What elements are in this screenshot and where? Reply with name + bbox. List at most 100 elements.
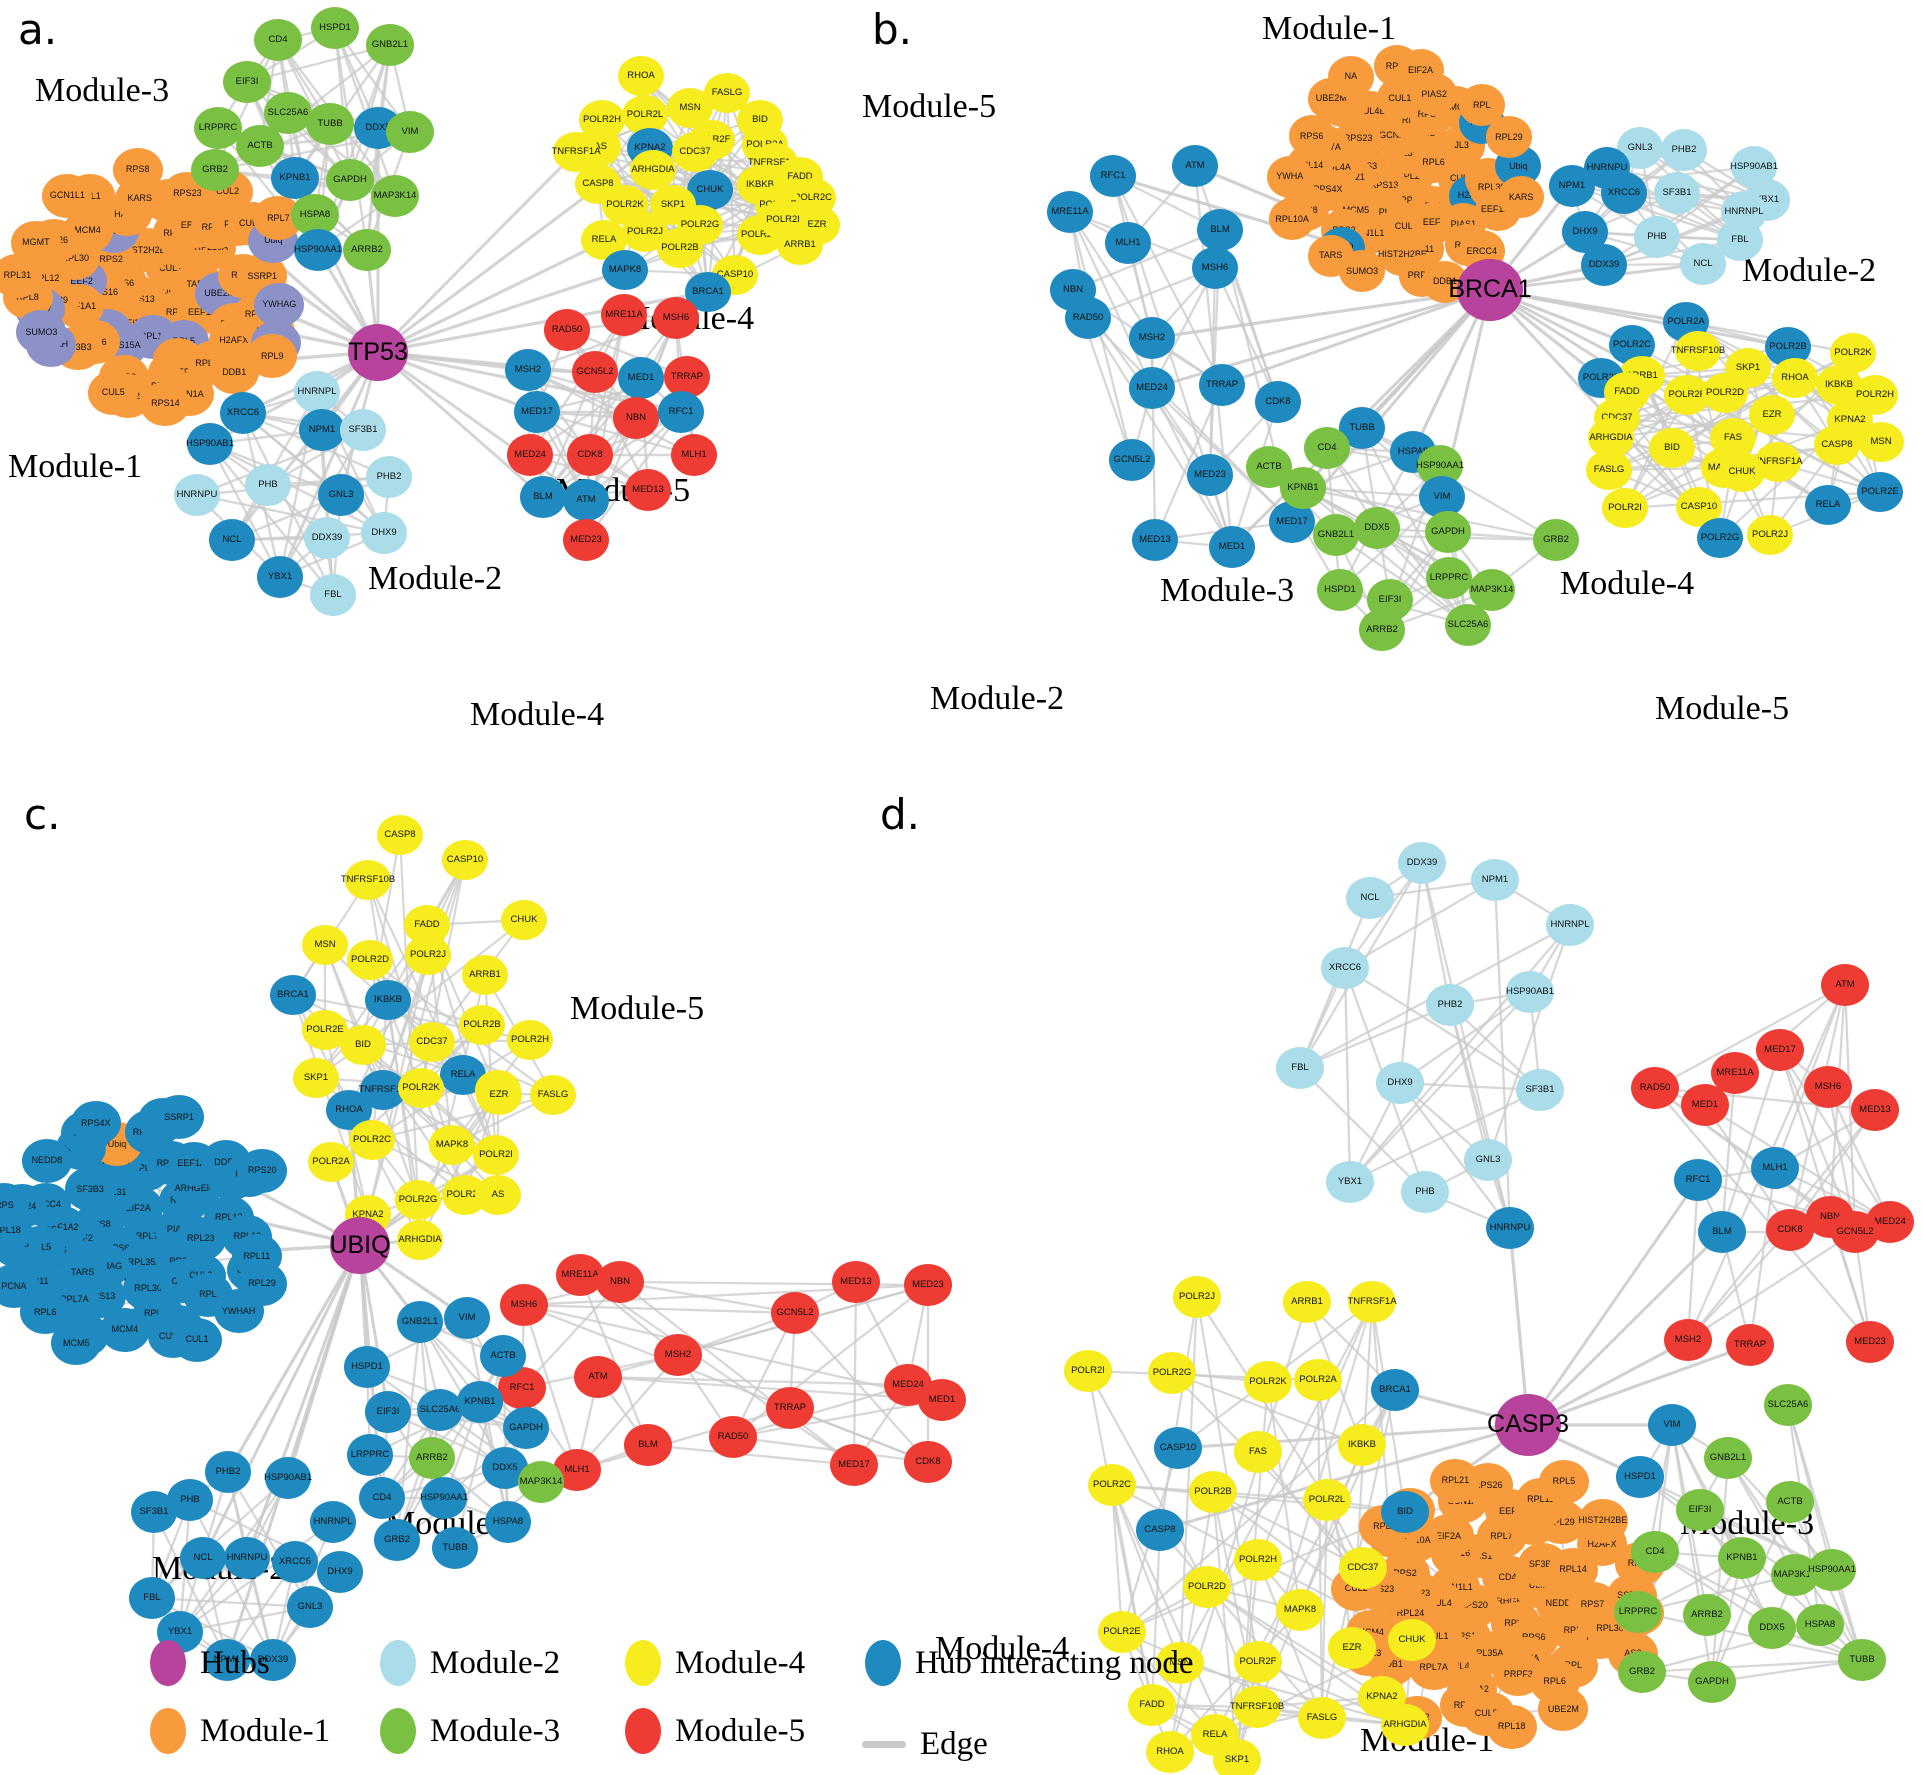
network-node-vim[interactable]: VIM <box>444 1297 490 1339</box>
network-node-kpnb1[interactable]: KPNB1 <box>1718 1537 1766 1579</box>
network-node-ezr[interactable]: EZR <box>476 1075 522 1115</box>
network-node-actb[interactable]: ACTB <box>236 125 284 167</box>
network-node-mlh1[interactable]: MLH1 <box>671 434 717 476</box>
network-node-med17[interactable]: MED17 <box>830 1444 878 1486</box>
network-node-gapdh[interactable]: GAPDH <box>1425 511 1471 553</box>
network-node-phb2[interactable]: PHB2 <box>1661 129 1707 171</box>
network-node-rad50[interactable]: RAD50 <box>544 309 590 351</box>
network-node-rpl29[interactable]: RPL29 <box>1485 116 1532 159</box>
network-node-brca1[interactable]: BRCA1 <box>270 975 316 1015</box>
hub-node-tp53[interactable]: TP53 <box>348 323 408 381</box>
network-node-xrcc6[interactable]: XRCC6 <box>220 392 266 434</box>
network-node-mre11a[interactable]: MRE11A <box>1047 191 1093 233</box>
network-node-med13[interactable]: MED13 <box>1851 1089 1899 1131</box>
network-node-med23[interactable]: MED23 <box>1187 454 1233 496</box>
network-node-ezr[interactable]: EZR <box>1749 395 1795 435</box>
network-node-sf3b1[interactable]: SF3B1 <box>131 1491 177 1533</box>
network-node-cdk8[interactable]: CDK8 <box>1255 381 1301 423</box>
network-node-tnfrsf1a[interactable]: TNFRSF1A <box>1347 1281 1397 1323</box>
network-node-cd4[interactable]: CD4 <box>359 1477 405 1519</box>
network-node-arrb2[interactable]: ARRB2 <box>343 229 391 271</box>
network-node-phb[interactable]: PHB <box>1401 1171 1449 1213</box>
network-node-polr2h[interactable]: POLR2H <box>507 1020 553 1060</box>
network-node-eif2a[interactable]: EIF2A <box>1397 49 1444 92</box>
hub-node-ubiq[interactable]: UBIQ <box>329 1216 391 1274</box>
network-node-polr2e[interactable]: POLR2E <box>1857 472 1903 512</box>
network-node-blm[interactable]: BLM <box>624 1424 672 1466</box>
network-node-hsp90aa1[interactable]: HSP90AA1 <box>1808 1549 1856 1591</box>
network-node-polr2a[interactable]: POLR2A <box>1294 1359 1342 1401</box>
network-node-gcn5l2[interactable]: GCN5L2 <box>1831 1211 1879 1253</box>
network-node-tnfrsf10b[interactable]: TNFRSF10B <box>1671 331 1725 371</box>
network-node-rad50[interactable]: RAD50 <box>1631 1067 1679 1109</box>
network-node-gnl3[interactable]: GNL3 <box>1464 1139 1512 1181</box>
network-node-sumo3[interactable]: SUMO3 <box>1339 250 1386 293</box>
network-node-gnb2l1[interactable]: GNB2L1 <box>1704 1437 1752 1479</box>
network-node-hspd1[interactable]: HSPD1 <box>311 7 359 49</box>
network-node-trrap[interactable]: TRRAP <box>1199 364 1245 406</box>
network-node-med13[interactable]: MED13 <box>832 1261 880 1303</box>
network-node-polr2d[interactable]: POLR2D <box>1183 1566 1231 1608</box>
network-node-polr2k[interactable]: POLR2K <box>1244 1361 1292 1403</box>
network-node-rps14[interactable]: RPS14 <box>140 381 191 426</box>
network-node-rpl10a[interactable]: RPL10A <box>1269 198 1316 241</box>
network-node-mlh1[interactable]: MLH1 <box>1751 1147 1799 1189</box>
network-node-phb2[interactable]: PHB2 <box>205 1451 251 1493</box>
hub-node-casp3[interactable]: CASP3 <box>1487 1393 1569 1457</box>
network-node-trrap[interactable]: TRRAP <box>1726 1324 1774 1366</box>
network-node-bid[interactable]: BID <box>340 1025 386 1065</box>
network-node-actb[interactable]: ACTB <box>480 1335 526 1377</box>
network-node-tubb[interactable]: TUBB <box>306 103 354 145</box>
network-node-polr2i[interactable]: POLR2I <box>1064 1350 1112 1392</box>
network-node-npm1[interactable]: NPM1 <box>1471 859 1519 901</box>
network-node-ddx39[interactable]: DDX39 <box>1581 244 1627 286</box>
network-node-polr2b[interactable]: POLR2B <box>657 228 703 268</box>
network-node-chuk[interactable]: CHUK <box>1388 1619 1436 1661</box>
network-node-polr2c[interactable]: POLR2C <box>349 1120 395 1160</box>
network-node-chuk[interactable]: CHUK <box>501 900 547 940</box>
network-node-map3k14[interactable]: MAP3K14 <box>518 1461 564 1503</box>
network-node-atm[interactable]: ATM <box>1172 145 1218 187</box>
network-node-hsp90ab1[interactable]: HSP90AB1 <box>264 1457 312 1499</box>
network-node-rps8[interactable]: RPS8 <box>112 147 163 192</box>
network-node-gcn5l2[interactable]: GCN5L2 <box>1109 439 1155 481</box>
network-node-polr2j[interactable]: POLR2J <box>1747 515 1793 555</box>
network-node-cdk8[interactable]: CDK8 <box>904 1441 952 1483</box>
network-node-polr2k[interactable]: POLR2K <box>398 1068 444 1108</box>
network-node-mlh1[interactable]: MLH1 <box>1105 222 1151 264</box>
network-node-rps4x[interactable]: RPS4X <box>70 1101 121 1146</box>
network-node-rpl5[interactable]: RPL5 <box>1538 1459 1589 1504</box>
network-node-polr2g[interactable]: POLR2G <box>1148 1352 1196 1394</box>
network-node-gapdh[interactable]: GAPDH <box>1688 1661 1736 1703</box>
network-node-med23[interactable]: MED23 <box>563 519 609 561</box>
network-node-cd4[interactable]: CD4 <box>1631 1531 1679 1573</box>
network-node-polr2d[interactable]: POLR2D <box>347 940 393 980</box>
network-node-med23[interactable]: MED23 <box>904 1264 952 1306</box>
network-node-grb2[interactable]: GRB2 <box>191 149 239 191</box>
network-node-hspd1[interactable]: HSPD1 <box>1317 569 1363 611</box>
network-node-faslg[interactable]: FASLG <box>530 1075 576 1115</box>
network-node-polr2h[interactable]: POLR2H <box>1234 1539 1282 1581</box>
network-node-blm[interactable]: BLM <box>520 476 566 518</box>
network-node-phb2[interactable]: PHB2 <box>1426 984 1474 1026</box>
network-node-msh6[interactable]: MSH6 <box>1192 247 1238 289</box>
network-node-slc25a6[interactable]: SLC25A6 <box>417 1389 463 1431</box>
network-node-dhx9[interactable]: DHX9 <box>317 1551 363 1593</box>
network-node-msh6[interactable]: MSH6 <box>653 297 699 339</box>
network-node-med1[interactable]: MED1 <box>1209 526 1255 568</box>
network-node-fas[interactable]: FAS <box>1234 1431 1282 1473</box>
network-node-blm[interactable]: BLM <box>1698 1211 1746 1253</box>
network-node-kpnb1[interactable]: KPNB1 <box>271 157 319 199</box>
network-node-ybx1[interactable]: YBX1 <box>1326 1161 1374 1203</box>
network-node-msh2[interactable]: MSH2 <box>505 349 551 391</box>
network-node-ybx1[interactable]: YBX1 <box>257 556 303 598</box>
network-node-arhgdia[interactable]: ARHGDIA <box>397 1220 443 1260</box>
network-node-polr2g[interactable]: POLR2G <box>395 1180 441 1220</box>
network-node-nbn[interactable]: NBN <box>596 1261 644 1303</box>
network-node-phb[interactable]: PHB <box>245 464 291 506</box>
network-node-dhx9[interactable]: DHX9 <box>361 512 407 554</box>
network-node-mapk8[interactable]: MAPK8 <box>429 1125 475 1165</box>
network-node-blm[interactable]: BLM <box>1197 209 1243 251</box>
network-node-gcn5l2[interactable]: GCN5L2 <box>572 351 618 393</box>
network-node-mre11a[interactable]: MRE11A <box>601 294 647 336</box>
